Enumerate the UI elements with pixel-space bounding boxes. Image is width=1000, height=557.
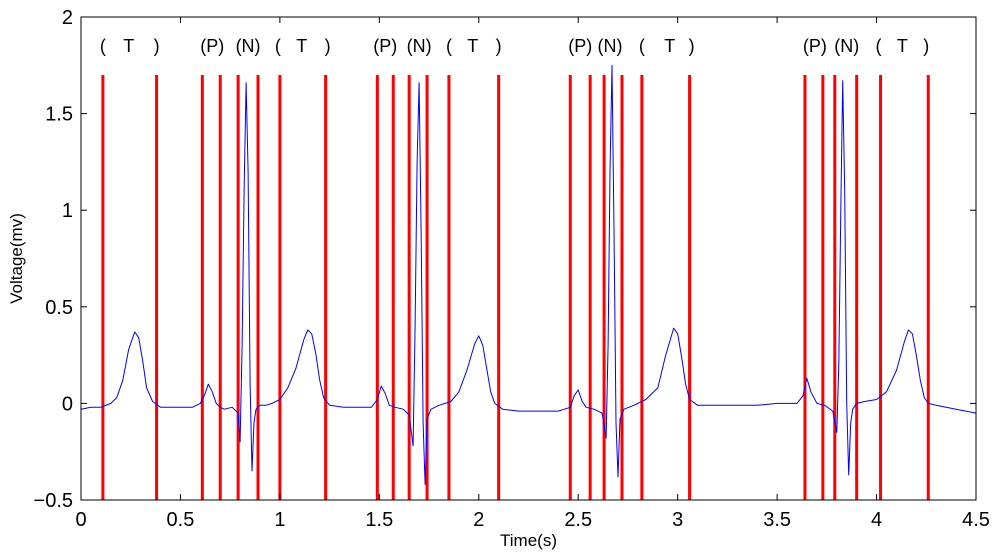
segment-label: (N)	[598, 36, 623, 56]
x-tick-label: 2	[473, 509, 484, 531]
segment-label: )	[923, 36, 929, 56]
segment-boundaries	[101, 74, 930, 500]
y-tick-label: 2	[62, 7, 73, 29]
plot-frame	[80, 16, 977, 501]
x-tick-label: 3	[672, 509, 683, 531]
y-axis-ticks: −0.5 0 0.5 1 1.5 2	[34, 7, 976, 512]
segment-label: T	[467, 36, 478, 56]
segment-label: (	[876, 36, 882, 56]
x-axis-title: Time(s)	[500, 531, 557, 550]
segment-label: T	[296, 36, 307, 56]
y-tick-label: 0	[62, 393, 73, 415]
segment-label: (P)	[200, 36, 224, 56]
segment-label: (	[275, 36, 281, 56]
segment-label: (N)	[407, 36, 432, 56]
x-axis-ticks: 0 0.5 1 1.5 2 2.5 3 3.5 4 4.5	[75, 17, 990, 531]
x-tick-label: 0.5	[167, 509, 195, 531]
x-tick-label: 4.5	[962, 509, 990, 531]
segment-label: )	[689, 36, 695, 56]
x-tick-label: 1	[274, 509, 285, 531]
segment-label: T	[664, 36, 675, 56]
y-tick-label: 1	[62, 200, 73, 222]
segment-label: (P)	[568, 36, 592, 56]
segment-label: (P)	[803, 36, 827, 56]
y-tick-label: 1.5	[45, 104, 73, 126]
segment-label: )	[496, 36, 502, 56]
y-tick-label: 0.5	[45, 297, 73, 319]
segment-label: T	[897, 36, 908, 56]
x-tick-label: 2.5	[564, 509, 592, 531]
segment-label: (P)	[373, 36, 397, 56]
segment-label: (N)	[834, 36, 859, 56]
segment-label: )	[325, 36, 331, 56]
segment-label: )	[154, 36, 160, 56]
y-tick-label: −0.5	[34, 490, 73, 512]
segment-label: (	[639, 36, 645, 56]
x-tick-label: 1.5	[365, 509, 393, 531]
segment-label: T	[123, 36, 134, 56]
segment-label: (	[100, 36, 106, 56]
segment-label: (	[446, 36, 452, 56]
segment-label: (N)	[236, 36, 261, 56]
y-axis-title: Voltage(mv)	[7, 213, 26, 304]
segment-annotations: ( T) (P) (N) ( T) (P) (N) ( T) (P) (N) ( T) (P) (N) ( T)	[100, 36, 929, 56]
x-tick-label: 3.5	[763, 509, 791, 531]
x-tick-label: 0	[75, 509, 86, 531]
x-tick-label: 4	[871, 509, 882, 531]
ecg-signal-line	[80, 64, 977, 485]
series-layer	[80, 64, 977, 485]
